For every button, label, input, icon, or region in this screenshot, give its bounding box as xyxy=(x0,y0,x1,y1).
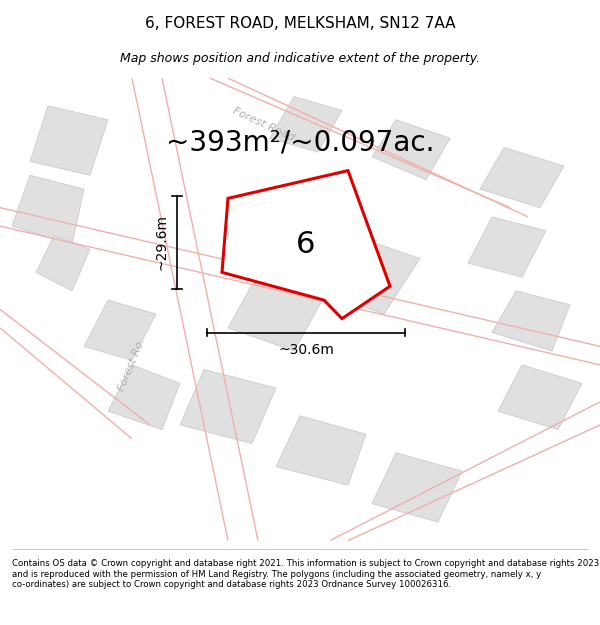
Polygon shape xyxy=(276,416,366,485)
Polygon shape xyxy=(228,263,330,351)
Text: ~29.6m: ~29.6m xyxy=(155,214,169,270)
Text: Contains OS data © Crown copyright and database right 2021. This information is : Contains OS data © Crown copyright and d… xyxy=(12,559,599,589)
Polygon shape xyxy=(222,171,390,319)
Text: Forest Road: Forest Road xyxy=(232,106,296,143)
Text: Map shows position and indicative extent of the property.: Map shows position and indicative extent… xyxy=(120,52,480,65)
Polygon shape xyxy=(468,217,546,277)
Polygon shape xyxy=(12,175,84,244)
Polygon shape xyxy=(180,369,276,444)
Polygon shape xyxy=(480,148,564,208)
Polygon shape xyxy=(108,365,180,429)
Polygon shape xyxy=(492,291,570,351)
Text: 6: 6 xyxy=(296,230,316,259)
Text: Forest Ro.: Forest Ro. xyxy=(117,337,147,393)
Polygon shape xyxy=(498,365,582,429)
Polygon shape xyxy=(372,452,462,522)
Text: 6, FOREST ROAD, MELKSHAM, SN12 7AA: 6, FOREST ROAD, MELKSHAM, SN12 7AA xyxy=(145,16,455,31)
Polygon shape xyxy=(30,106,108,175)
Polygon shape xyxy=(330,240,420,314)
Text: ~30.6m: ~30.6m xyxy=(278,343,334,357)
Text: ~393m²/~0.097ac.: ~393m²/~0.097ac. xyxy=(166,129,434,157)
Polygon shape xyxy=(372,120,450,180)
Polygon shape xyxy=(270,97,342,152)
Polygon shape xyxy=(84,300,156,360)
Polygon shape xyxy=(36,236,90,291)
